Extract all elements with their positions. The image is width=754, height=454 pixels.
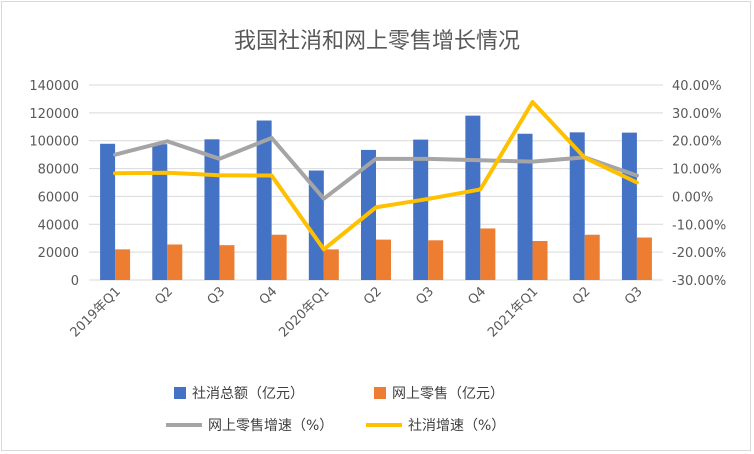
category-label: Q2 — [570, 284, 594, 308]
left-tick-label: 140000 — [29, 79, 79, 94]
right-tick-label: 30.00% — [672, 107, 722, 122]
category-label: 2019年Q1 — [68, 284, 124, 340]
left-tick-label: 80000 — [38, 163, 79, 178]
legend-label: 网上零售（亿元） — [392, 386, 504, 402]
category-label: 2020年Q1 — [276, 284, 332, 340]
bar-online-retail — [167, 244, 183, 280]
category-label: Q4 — [465, 284, 489, 308]
bar-retail-total — [465, 115, 481, 281]
legend-swatch — [374, 387, 386, 399]
bar-online-retail — [219, 245, 235, 280]
bar-online-retail — [428, 240, 444, 280]
category-label: Q2 — [152, 284, 176, 308]
right-tick-label: -30.00% — [672, 274, 726, 289]
left-tick-label: 0 — [71, 274, 79, 289]
bar-online-retail — [271, 234, 287, 280]
bar-retail-total — [413, 139, 429, 280]
left-tick-label: 40000 — [38, 218, 79, 233]
right-tick-label: 10.00% — [672, 163, 722, 178]
left-tick-label: 60000 — [38, 190, 79, 205]
bar-retail-total — [152, 144, 168, 280]
line-online-growth — [113, 135, 639, 201]
category-label: Q3 — [413, 284, 437, 308]
right-tick-label: 20.00% — [672, 135, 722, 150]
bar-retail-total — [621, 132, 637, 280]
legend-label: 社消总额（亿元） — [192, 386, 304, 402]
line-retail-growth — [113, 99, 639, 252]
bar-online-retail — [480, 228, 496, 280]
bar-online-retail — [376, 239, 391, 280]
bar-retail-total — [204, 139, 220, 280]
left-tick-label: 120000 — [29, 107, 79, 122]
category-label: Q2 — [361, 284, 385, 308]
bar-online-retail — [636, 237, 652, 280]
bar-retail-total — [517, 133, 533, 280]
legend-label: 社消增速（%） — [408, 418, 505, 434]
right-tick-label: -10.00% — [672, 218, 726, 233]
legend-label: 网上零售增速（%） — [208, 418, 333, 434]
category-label: 2021年Q1 — [485, 284, 541, 340]
chart-title: 我国社消和网上零售增长情况 — [234, 29, 520, 54]
bar-online-retail — [584, 234, 600, 280]
bar-online-retail — [532, 241, 548, 280]
right-tick-label: 0.00% — [672, 190, 713, 205]
bar-online-retail — [323, 249, 339, 280]
bar-retail-total — [100, 143, 116, 280]
category-label: Q3 — [205, 284, 229, 308]
left-tick-label: 100000 — [29, 135, 79, 150]
bar-retail-total — [256, 120, 272, 281]
legend-swatch — [174, 387, 186, 399]
bar-retail-total — [308, 170, 324, 280]
bar-retail-total — [569, 132, 585, 280]
right-tick-label: 40.00% — [672, 79, 722, 94]
category-label: Q4 — [257, 284, 281, 308]
category-label: Q3 — [622, 284, 646, 308]
bar-online-retail — [115, 249, 131, 280]
left-tick-label: 20000 — [38, 246, 79, 261]
right-tick-label: -20.00% — [672, 246, 726, 261]
